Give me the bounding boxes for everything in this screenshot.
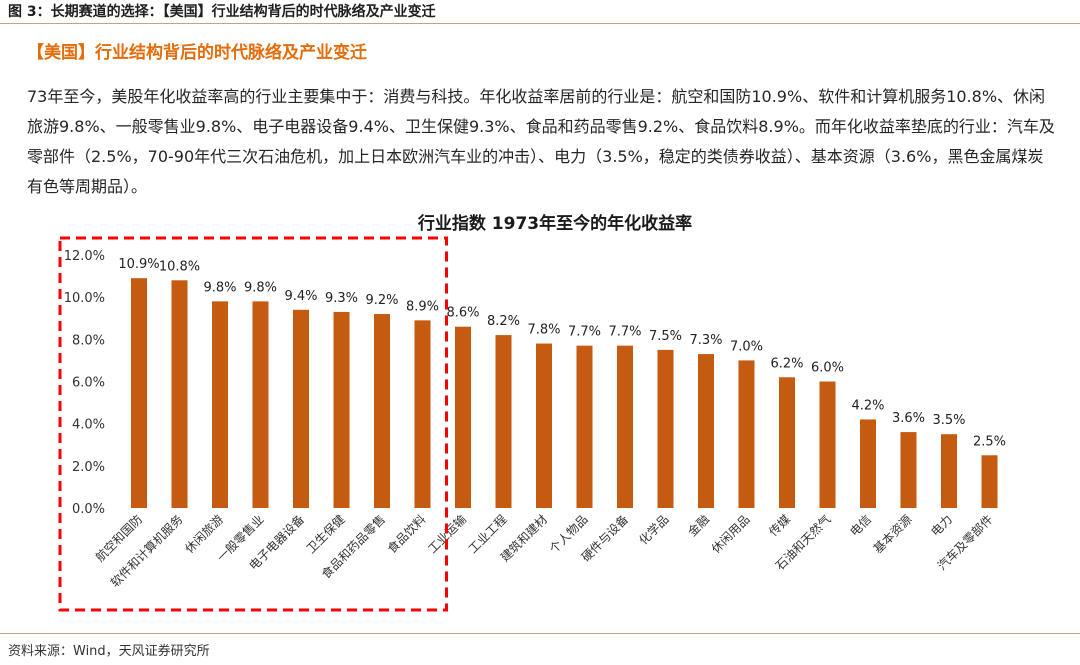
bar bbox=[860, 419, 876, 508]
bar-value-label: 8.6% bbox=[446, 306, 479, 321]
bar bbox=[698, 354, 714, 508]
bar-value-label: 6.0% bbox=[811, 361, 844, 376]
figure-caption: 图 3：长期赛道的选择：【美国】行业结构背后的时代脉络及产业变迁 bbox=[8, 4, 436, 20]
x-category-label: 电信 bbox=[847, 512, 874, 539]
bar bbox=[536, 343, 552, 508]
chart-title: 行业指数 1973年至今的年化收益率 bbox=[417, 213, 692, 234]
x-category-label: 基本资源 bbox=[871, 512, 915, 556]
x-category-label: 传媒 bbox=[766, 512, 794, 540]
bar bbox=[414, 320, 431, 508]
bar bbox=[252, 301, 269, 508]
bar bbox=[171, 280, 188, 508]
bar-value-label: 8.2% bbox=[487, 314, 520, 329]
bar-value-label: 7.5% bbox=[649, 329, 682, 344]
top-industries-highlight-box bbox=[58, 236, 448, 612]
bar-value-label: 4.2% bbox=[851, 398, 884, 413]
bar bbox=[981, 455, 998, 508]
bar-value-label: 7.8% bbox=[527, 323, 560, 338]
y-tick-label: 4.0% bbox=[72, 418, 105, 433]
bar-value-label: 7.7% bbox=[568, 325, 601, 340]
y-tick-label: 2.0% bbox=[72, 460, 105, 475]
bar bbox=[333, 311, 350, 508]
bar-value-label: 7.7% bbox=[608, 325, 641, 340]
x-category-label: 休闲用品 bbox=[709, 512, 753, 556]
bar-value-label: 8.9% bbox=[406, 299, 439, 314]
y-tick-label: 6.0% bbox=[72, 376, 105, 391]
top-divider bbox=[0, 23, 1080, 24]
bar-value-label: 7.0% bbox=[730, 339, 763, 354]
bar bbox=[617, 345, 633, 508]
bar bbox=[495, 335, 512, 508]
bar bbox=[779, 377, 795, 508]
bar bbox=[900, 432, 917, 508]
section-title: 【美国】行业结构背后的时代脉络及产业变迁 bbox=[27, 43, 367, 63]
x-category-label: 化学品 bbox=[636, 512, 672, 548]
x-category-label: 电力 bbox=[928, 512, 955, 539]
bar bbox=[657, 349, 674, 508]
bar bbox=[941, 434, 957, 508]
bar-value-label: 2.5% bbox=[973, 434, 1006, 449]
bar-value-label: 9.3% bbox=[325, 291, 358, 306]
bar bbox=[455, 326, 471, 508]
bar-value-label: 9.4% bbox=[284, 289, 317, 304]
bar bbox=[212, 301, 228, 508]
bar bbox=[576, 345, 593, 508]
bar bbox=[374, 314, 390, 508]
bar bbox=[293, 309, 309, 508]
body-paragraph: 73年至今，美股年化收益率高的行业主要集中于：消费与科技。年化收益率居前的行业是… bbox=[27, 87, 1055, 196]
x-category-label: 软件和计算机服务 bbox=[107, 512, 185, 590]
bar-value-label: 7.3% bbox=[689, 333, 722, 348]
bar-value-label: 3.5% bbox=[932, 413, 965, 428]
source-note: 资料来源：Wind，天风证券研究所 bbox=[8, 644, 210, 659]
bar-value-label: 9.8% bbox=[203, 280, 236, 295]
x-category-label: 金融 bbox=[685, 512, 713, 540]
bar-value-label: 10.8% bbox=[159, 259, 200, 274]
bar-value-label: 10.9% bbox=[118, 257, 159, 272]
bar-value-label: 6.2% bbox=[770, 356, 803, 371]
y-tick-label: 8.0% bbox=[72, 333, 105, 348]
y-tick-label: 12.0% bbox=[64, 249, 105, 264]
bar-value-label: 9.8% bbox=[244, 280, 277, 295]
y-tick-label: 10.0% bbox=[64, 291, 105, 306]
bar bbox=[738, 360, 755, 508]
bar-value-label: 9.2% bbox=[365, 293, 398, 308]
bar bbox=[819, 381, 836, 508]
bottom-divider bbox=[0, 633, 1080, 634]
y-tick-label: 0.0% bbox=[72, 502, 105, 517]
bar-value-label: 3.6% bbox=[892, 411, 925, 426]
x-category-label: 食品饮料 bbox=[384, 512, 429, 557]
bar bbox=[131, 278, 147, 508]
